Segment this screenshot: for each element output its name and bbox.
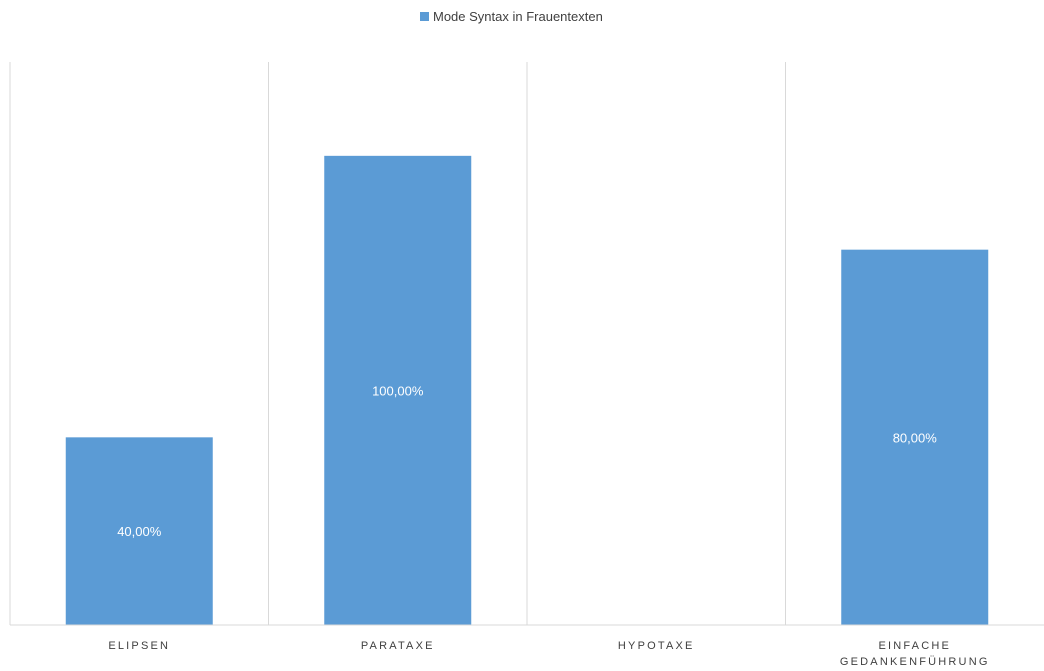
bars [65,155,989,626]
category-label: PARATAXE [361,640,435,652]
data-label: 0,00% [638,611,675,626]
bar [324,155,472,626]
category-labels: ELIPSEN PARATAXE HYPOTAXE EINFACHE GEDANKENF… [108,640,990,668]
category-label: EINFACHE GEDANKENFÜHRUNG [840,640,990,668]
data-label: 40,00% [117,524,162,539]
legend: Mode Syntax in Frauentexten [420,9,603,24]
legend-label: Mode Syntax in Frauentexten [433,9,603,24]
data-labels: 40,00% 100,00% 0,00% 80,00% [117,383,937,626]
bar [65,437,213,625]
data-label: 80,00% [893,430,938,445]
category-label: HYPOTAXE [618,640,695,652]
category-grid [9,62,786,625]
category-label: ELIPSEN [108,640,170,652]
bar [841,249,989,625]
legend-swatch [420,12,429,21]
data-label: 100,00% [372,383,424,398]
